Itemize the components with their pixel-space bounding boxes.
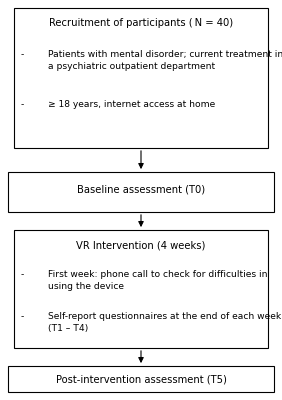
Text: Baseline assessment (T0): Baseline assessment (T0) bbox=[77, 185, 205, 195]
Text: -: - bbox=[20, 50, 24, 59]
Text: Post-intervention assessment (T5): Post-intervention assessment (T5) bbox=[56, 375, 226, 385]
Text: ≥ 18 years, internet access at home: ≥ 18 years, internet access at home bbox=[48, 100, 215, 109]
Text: -: - bbox=[20, 270, 24, 279]
Bar bbox=[8, 366, 274, 392]
Text: VR Intervention (4 weeks): VR Intervention (4 weeks) bbox=[76, 240, 206, 250]
Bar bbox=[8, 172, 274, 212]
Text: Self-report questionnaires at the end of each week
(T1 – T4): Self-report questionnaires at the end of… bbox=[48, 312, 281, 333]
Text: Recruitment of participants ( N = 40): Recruitment of participants ( N = 40) bbox=[49, 18, 233, 28]
Text: -: - bbox=[20, 100, 24, 109]
Text: -: - bbox=[20, 312, 24, 321]
Text: Patients with mental disorder; current treatment in
a psychiatric outpatient dep: Patients with mental disorder; current t… bbox=[48, 50, 282, 71]
Text: First week: phone call to check for difficulties in
using the device: First week: phone call to check for diff… bbox=[48, 270, 268, 291]
Bar bbox=[14, 8, 268, 148]
Bar bbox=[14, 230, 268, 348]
